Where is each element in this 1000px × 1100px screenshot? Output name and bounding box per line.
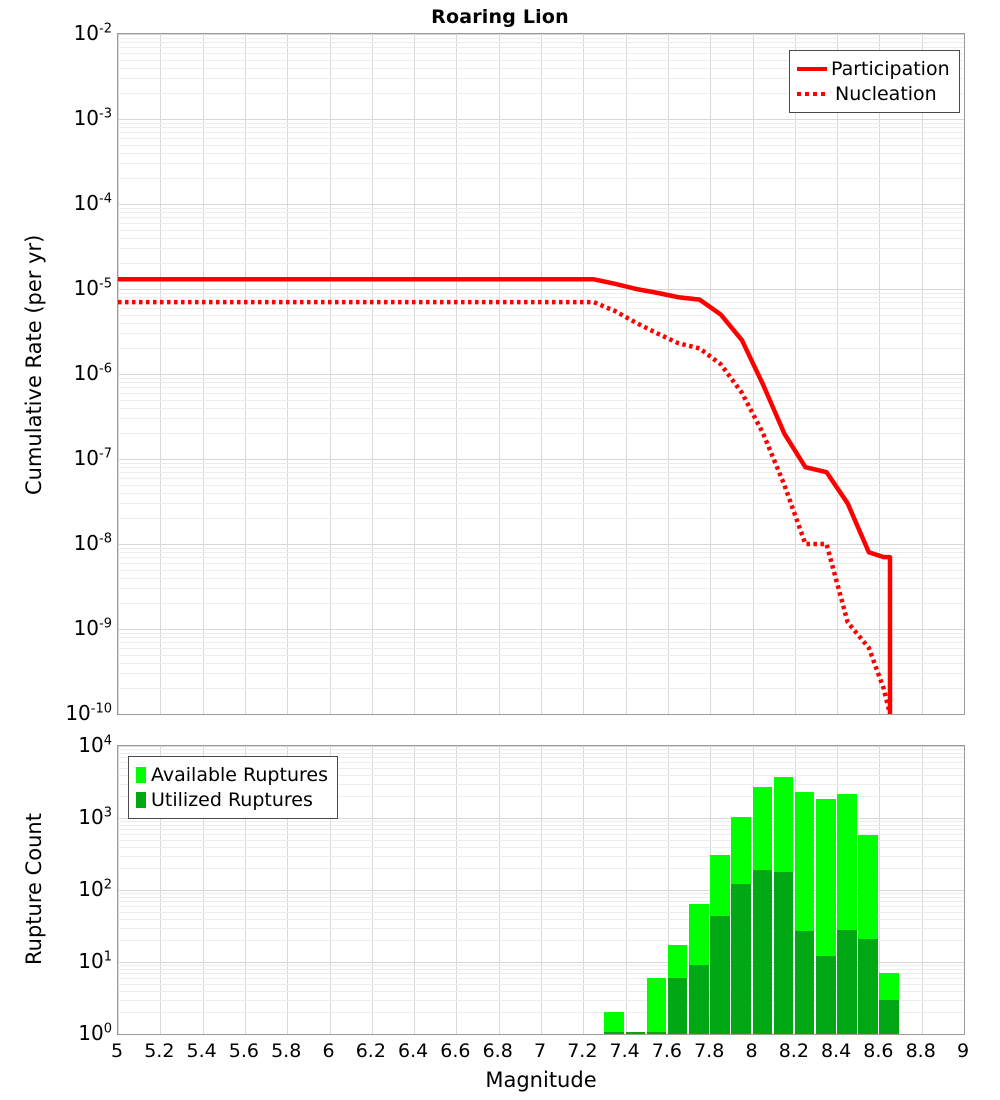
top-curves (118, 277, 893, 714)
bar-available-8 (773, 777, 794, 1034)
bar-utilized-1 (625, 1032, 646, 1034)
rupture-bars (118, 746, 964, 1034)
bar-utilized-9 (794, 930, 815, 1034)
bar-available-13 (879, 973, 900, 1034)
utilized-ruptures-swatch-icon (136, 791, 146, 808)
bar-available-4 (689, 903, 709, 1034)
bar-available-2 (646, 978, 667, 1034)
top-legend: Participation Nucleation (789, 50, 960, 113)
bar-available-11 (837, 794, 857, 1034)
x-tick-0: 5 (110, 1040, 124, 1062)
bottom-y-axis-title: Rupture Count (22, 813, 46, 965)
x-axis-title: Magnitude (485, 1068, 597, 1092)
bottom-y-tick-0: 104 (78, 733, 112, 757)
x-tick-5: 6 (322, 1040, 335, 1062)
x-tick-12: 7.4 (609, 1040, 640, 1062)
bar-available-3 (667, 945, 688, 1034)
x-tick-14: 7.8 (694, 1040, 725, 1062)
bar-utilized-8 (773, 871, 794, 1034)
x-tick-17: 8.4 (820, 1040, 852, 1062)
top-gridlines (118, 34, 964, 714)
curve-participation (118, 277, 893, 714)
bar-utilized-0 (604, 1032, 624, 1034)
bottom-y-tick-4: 100 (78, 1021, 112, 1045)
bar-utilized-2 (646, 1032, 667, 1034)
x-tick-2: 5.4 (186, 1040, 217, 1062)
cumulative-rate-plot (117, 33, 965, 715)
bar-available-12 (858, 835, 878, 1034)
bar-available-0 (604, 1012, 624, 1034)
bar-utilized-4 (689, 965, 709, 1034)
x-tick-8: 6.6 (440, 1040, 471, 1062)
bar-available-5 (710, 854, 730, 1034)
bar-utilized-13 (879, 999, 900, 1034)
x-tick-15: 8 (745, 1040, 758, 1062)
figure-title: Roaring Lion (431, 6, 569, 28)
bottom-legend: Available Ruptures Utilized Ruptures (128, 756, 338, 819)
bar-utilized-3 (667, 978, 688, 1034)
x-tick-16: 8.2 (778, 1040, 809, 1062)
legend-label-participation: Participation (831, 57, 950, 80)
x-tick-10: 7 (533, 1040, 547, 1062)
legend-label-nucleation: Nucleation (835, 82, 937, 105)
x-tick-11: 7.2 (567, 1040, 598, 1062)
bar-utilized-12 (858, 938, 878, 1034)
bottom-gridlines (118, 746, 964, 1034)
x-tick-3: 5.6 (228, 1040, 259, 1062)
bar-available-6 (731, 816, 751, 1034)
bottom-y-tick-2: 102 (78, 877, 112, 901)
x-tick-13: 7.6 (651, 1040, 682, 1062)
bar-utilized-7 (752, 869, 773, 1034)
bar-available-1 (625, 1032, 646, 1034)
x-tick-4: 5.8 (271, 1040, 302, 1062)
x-tick-19: 8.8 (905, 1040, 936, 1062)
bottom-y-tick-1: 103 (78, 805, 112, 829)
bar-utilized-11 (837, 929, 857, 1034)
x-tick-7: 6.4 (397, 1040, 429, 1062)
bar-utilized-10 (815, 956, 836, 1034)
available-ruptures-swatch-icon (136, 766, 146, 783)
legend-item-nucleation: Nucleation (797, 81, 950, 106)
nucleation-dotted-line-icon (797, 91, 827, 96)
curve-nucleation (118, 299, 893, 714)
x-tick-6: 6.2 (355, 1040, 386, 1062)
legend-label-available-ruptures: Available Ruptures (151, 763, 328, 786)
bar-available-9 (794, 792, 815, 1034)
legend-label-utilized-ruptures: Utilized Ruptures (151, 788, 313, 811)
x-tick-18: 8.6 (863, 1040, 894, 1062)
bar-available-7 (752, 786, 773, 1034)
legend-item-available-ruptures: Available Ruptures (136, 762, 328, 787)
x-tick-1: 5.2 (144, 1040, 175, 1062)
x-tick-9: 6.8 (482, 1040, 513, 1062)
bar-utilized-5 (710, 915, 730, 1034)
legend-item-utilized-ruptures: Utilized Ruptures (136, 787, 328, 812)
x-tick-20: 9 (956, 1040, 970, 1062)
bottom-y-tick-3: 101 (78, 949, 112, 973)
bar-utilized-6 (731, 884, 751, 1034)
participation-line-icon (797, 66, 827, 71)
bar-available-10 (815, 798, 836, 1034)
legend-item-participation: Participation (797, 56, 950, 81)
